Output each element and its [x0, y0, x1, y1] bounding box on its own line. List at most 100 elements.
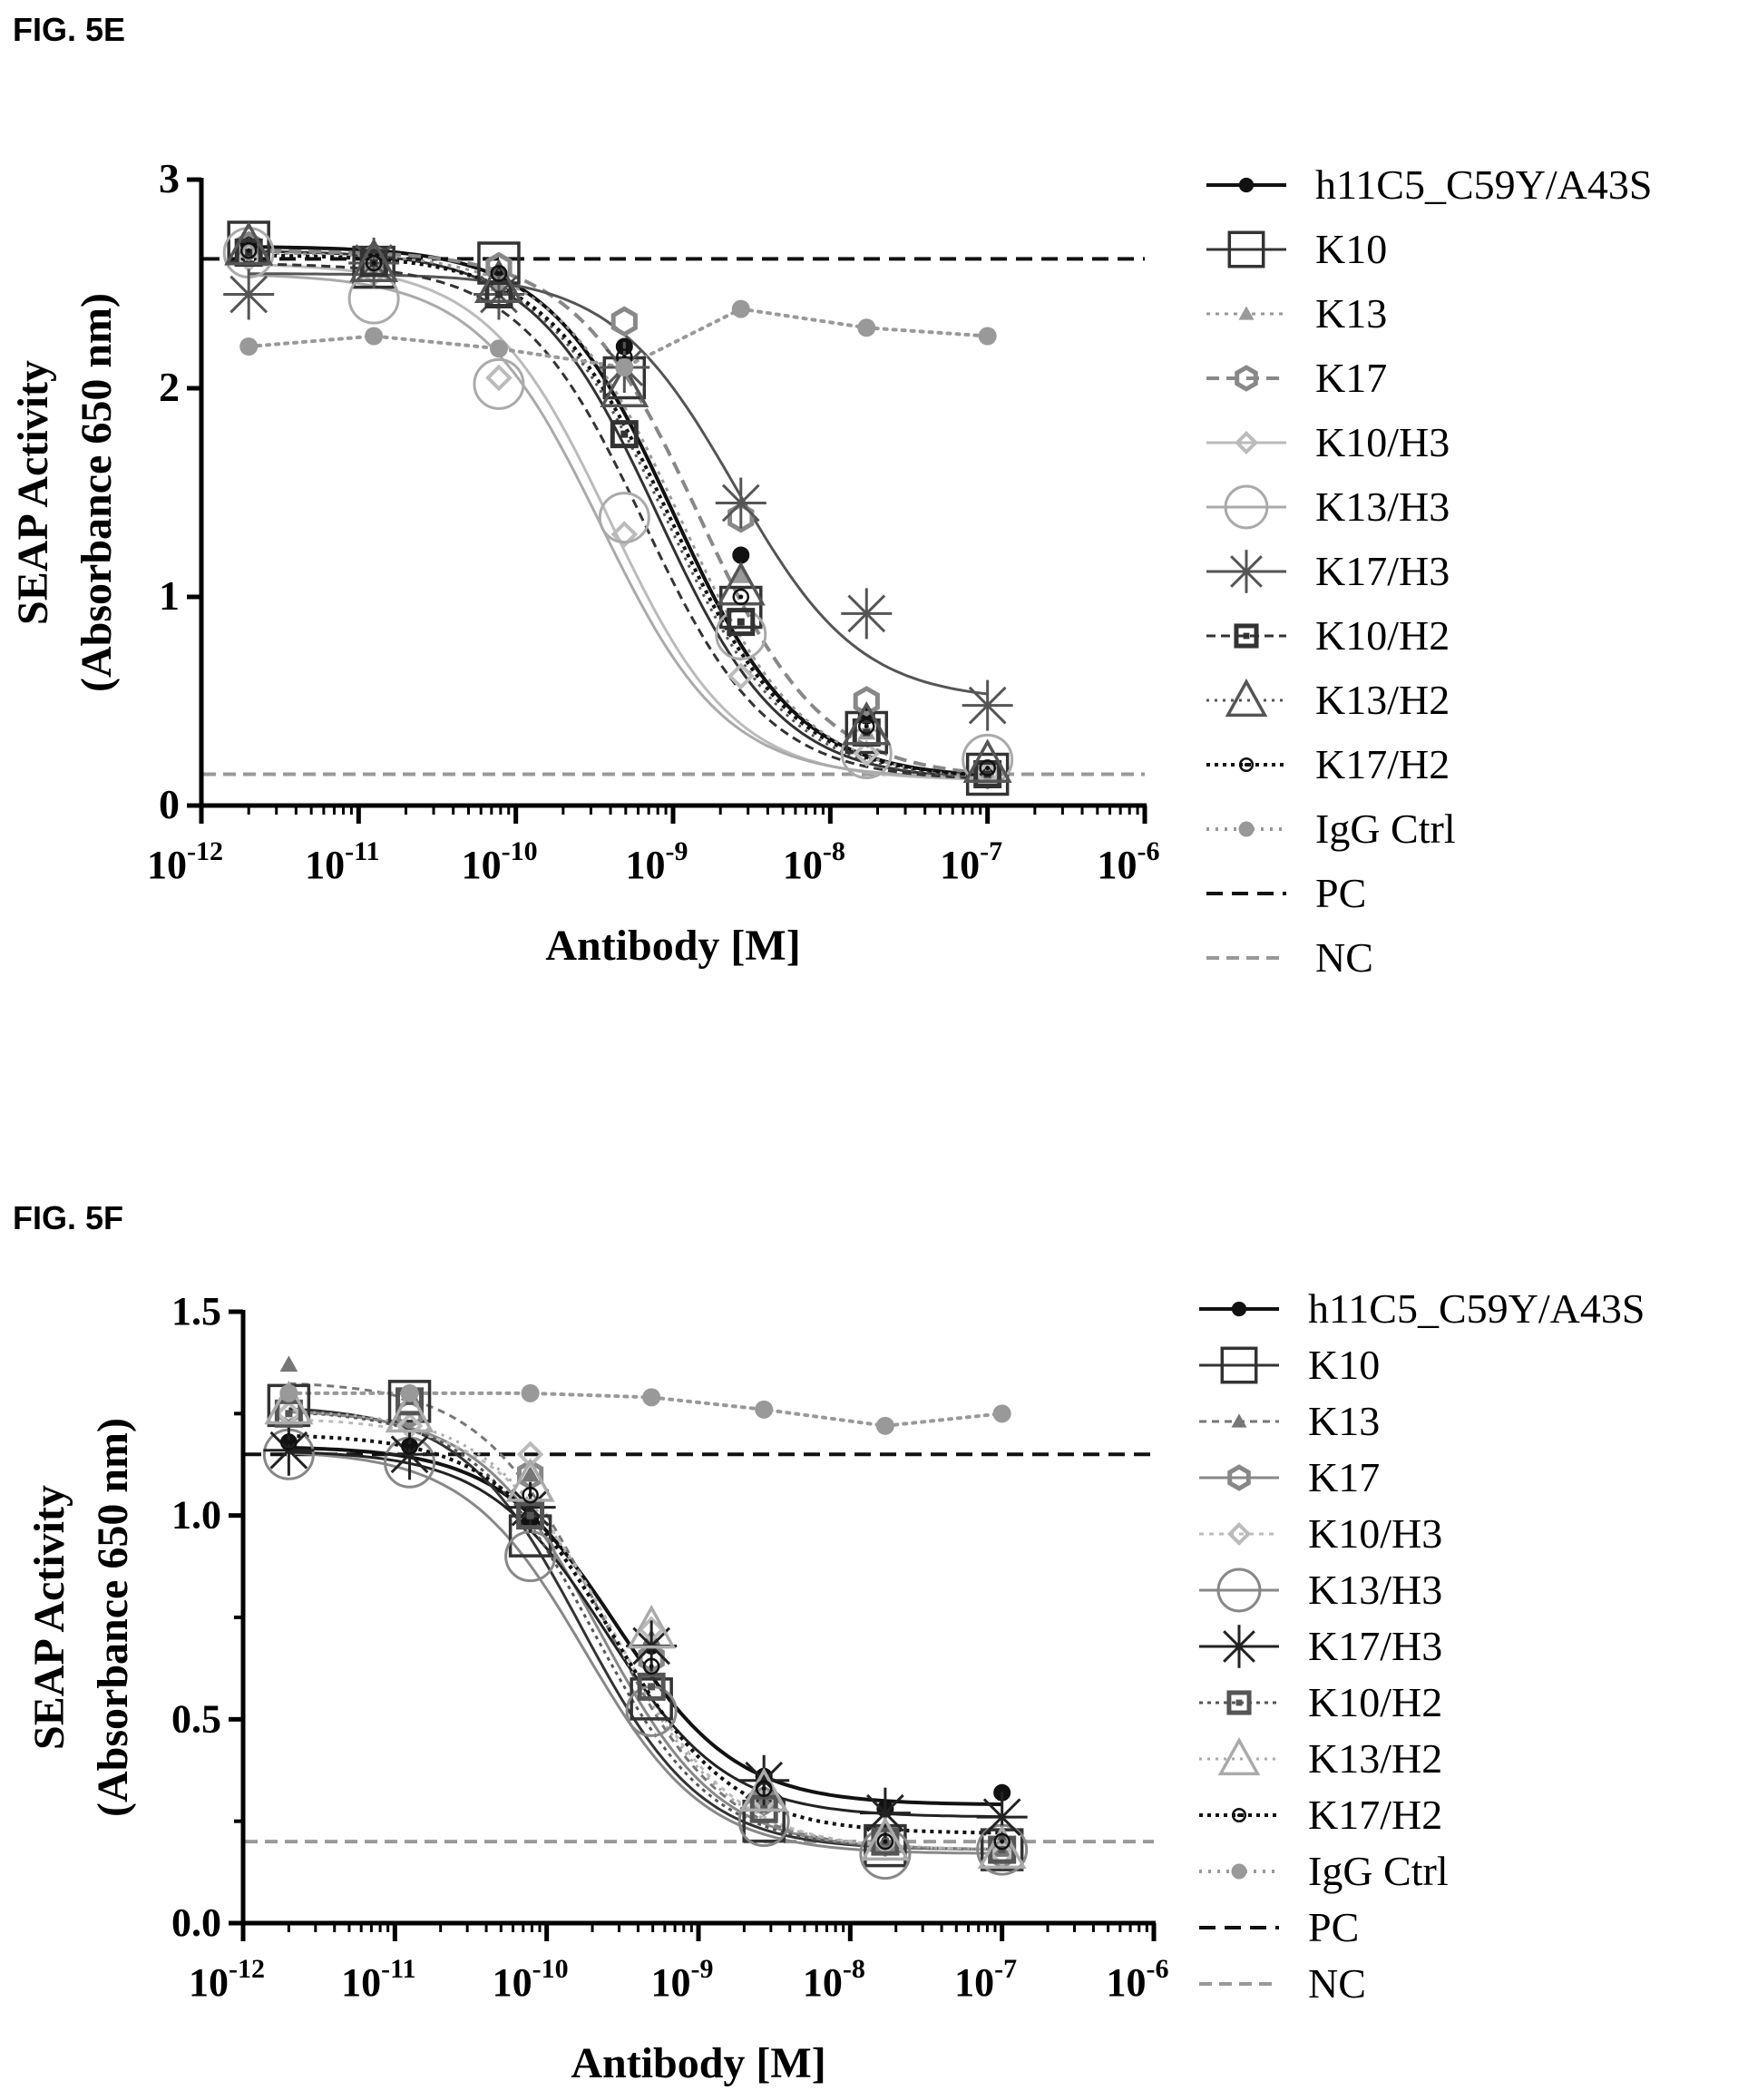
- legend-item-k17-h3: K17/H3: [1206, 548, 1450, 594]
- data-point-k13-h2: [739, 1767, 789, 1812]
- legend-label: K17: [1308, 1454, 1380, 1500]
- legend-swatch-marker: [1224, 484, 1269, 530]
- data-point-k17-h3: [715, 477, 766, 529]
- x-tick-label: 10-12: [189, 1954, 265, 2005]
- data-point-k13-h2: [505, 1458, 555, 1502]
- data-point-k13-h2: [600, 363, 649, 407]
- fit-curve-k10: [288, 1407, 1002, 1851]
- data-point-k17-h3: [223, 269, 275, 320]
- legend-swatch-marker: [1234, 430, 1259, 455]
- legend-label: K13/H3: [1315, 483, 1450, 530]
- data-point-k17-h2: [490, 265, 508, 282]
- y-tick-label: 2: [159, 364, 180, 410]
- x-tick-label: 10-9: [626, 836, 688, 887]
- legend-item-igg-ctrl: IgG Ctrl: [1206, 806, 1456, 852]
- x-tick-label: 10-8: [783, 836, 845, 887]
- data-point-h11c5-c59y-a43s: [732, 546, 750, 564]
- legend-label: K17/H2: [1308, 1792, 1442, 1838]
- legend-label: IgG Ctrl: [1315, 806, 1456, 852]
- y-tick-label: 1.5: [171, 1289, 221, 1333]
- legend-swatch-marker: [1220, 1346, 1258, 1384]
- data-point-k17-h2: [858, 718, 875, 735]
- data-point-k17: [610, 306, 638, 337]
- legend-swatch-marker: [1227, 230, 1265, 269]
- legend-label: K17/H2: [1315, 741, 1450, 787]
- legend-label: K10: [1315, 226, 1387, 272]
- legend-label: PC: [1308, 1904, 1359, 1950]
- legend-item-k17-h2: K17/H2: [1199, 1792, 1442, 1838]
- legend-swatch-marker: [1238, 177, 1255, 193]
- legend-swatch-marker: [1217, 1736, 1261, 1776]
- x-tick-label: 10-6: [1107, 1954, 1169, 2005]
- data-point-k17-h2: [280, 1433, 298, 1451]
- legend-label: K13: [1315, 290, 1387, 337]
- data-point-igg-ctrl: [978, 327, 997, 346]
- data-point-igg-ctrl: [489, 339, 508, 358]
- legend-label: IgG Ctrl: [1308, 1848, 1449, 1894]
- data-point-k13: [521, 1465, 540, 1482]
- legend-swatch-marker: [1226, 1521, 1252, 1547]
- figure-label-5f: FIG. 5F: [13, 1199, 124, 1236]
- data-point-k17-h2: [979, 759, 996, 777]
- data-point-k10-h3: [485, 364, 513, 392]
- data-point-k10-h2: [727, 608, 756, 637]
- legend-swatch-marker: [1231, 1807, 1247, 1823]
- chart-fig-5e: 0 1 2 3 10-12 10-11 10-10 10-9 10-8 10-7 10-6 Antib…: [9, 155, 1652, 981]
- data-point-k17-h2: [876, 1832, 894, 1851]
- legend-item-k10-h2: K10/H2: [1206, 612, 1450, 659]
- data-point-k10-h2: [516, 1501, 545, 1530]
- legend-swatch-marker: [1225, 550, 1268, 593]
- data-point-k10: [719, 585, 763, 630]
- legend-swatch-marker: [1226, 1690, 1252, 1715]
- data-point-k17: [853, 686, 880, 717]
- data-point-k13-h2: [627, 1604, 677, 1649]
- legend-item-k10: K10: [1206, 226, 1387, 272]
- legend-item-k13-h3: K13/H3: [1199, 1567, 1442, 1613]
- legend-label: K10/H2: [1315, 612, 1450, 659]
- data-point-k17-h3: [841, 588, 893, 640]
- legend-label: K10/H3: [1315, 419, 1450, 465]
- y-tick-label: 0.5: [171, 1696, 221, 1741]
- legend-label: K10: [1308, 1342, 1380, 1388]
- x-axis-title: Antibody [M]: [571, 2039, 825, 2087]
- legend-item-nc: NC: [1206, 934, 1373, 981]
- legend-swatch-marker: [1238, 306, 1255, 320]
- y-axis-title-line-1: SEAP Activity: [9, 360, 57, 625]
- legend-item-h11c5-c59y-a43s: h11C5_C59Y/A43S: [1206, 161, 1652, 208]
- data-point-k10-h2: [484, 280, 513, 308]
- y-tick-label: 1.0: [171, 1493, 221, 1538]
- y-axis-title-line-1: SEAP Activity: [25, 1485, 73, 1750]
- legend-label: K13/H2: [1308, 1735, 1442, 1782]
- data-point-k17-h2: [993, 1832, 1011, 1851]
- data-point-k17-h2: [732, 588, 750, 606]
- data-point-k17: [727, 502, 755, 533]
- legend-swatch-marker: [1227, 1464, 1251, 1491]
- legend-swatch-marker: [1216, 1568, 1262, 1613]
- legend-swatch-marker: [1238, 821, 1255, 837]
- x-tick-label: 10-6: [1098, 836, 1160, 887]
- data-point-k17-h2: [522, 1486, 539, 1504]
- legend-label: K17/H3: [1308, 1623, 1442, 1669]
- legend-item-k10-h3: K10/H3: [1199, 1510, 1442, 1557]
- legend-item-k10-h3: K10/H3: [1206, 419, 1450, 465]
- data-point-k10-h2: [610, 420, 639, 449]
- data-point-k17-h2: [365, 254, 383, 272]
- legend-swatch-marker: [1238, 757, 1255, 773]
- data-point-k13: [279, 1355, 298, 1372]
- legend-label: h11C5_C59Y/A43S: [1308, 1285, 1645, 1332]
- legend-label: h11C5_C59Y/A43S: [1315, 161, 1652, 208]
- data-point-k13-h2: [860, 1816, 910, 1861]
- data-point-k13-h2: [962, 738, 1012, 783]
- legend-label: K13/H2: [1315, 677, 1450, 723]
- data-point-igg-ctrl: [992, 1404, 1011, 1423]
- legend-item-k17-h3: K17/H3: [1199, 1623, 1442, 1669]
- x-tick-label: 10-12: [147, 836, 223, 887]
- fit-curve-k17: [288, 1411, 1002, 1851]
- data-point-k13-h2: [385, 1388, 434, 1433]
- x-tick-label: 10-10: [493, 1954, 569, 2005]
- y-tick-label: 1: [159, 572, 180, 619]
- data-point-k13-h3: [473, 357, 525, 410]
- legend-label: K17/H3: [1315, 548, 1450, 594]
- data-point-igg-ctrl: [239, 337, 259, 356]
- legend-swatch-marker: [1231, 1413, 1247, 1428]
